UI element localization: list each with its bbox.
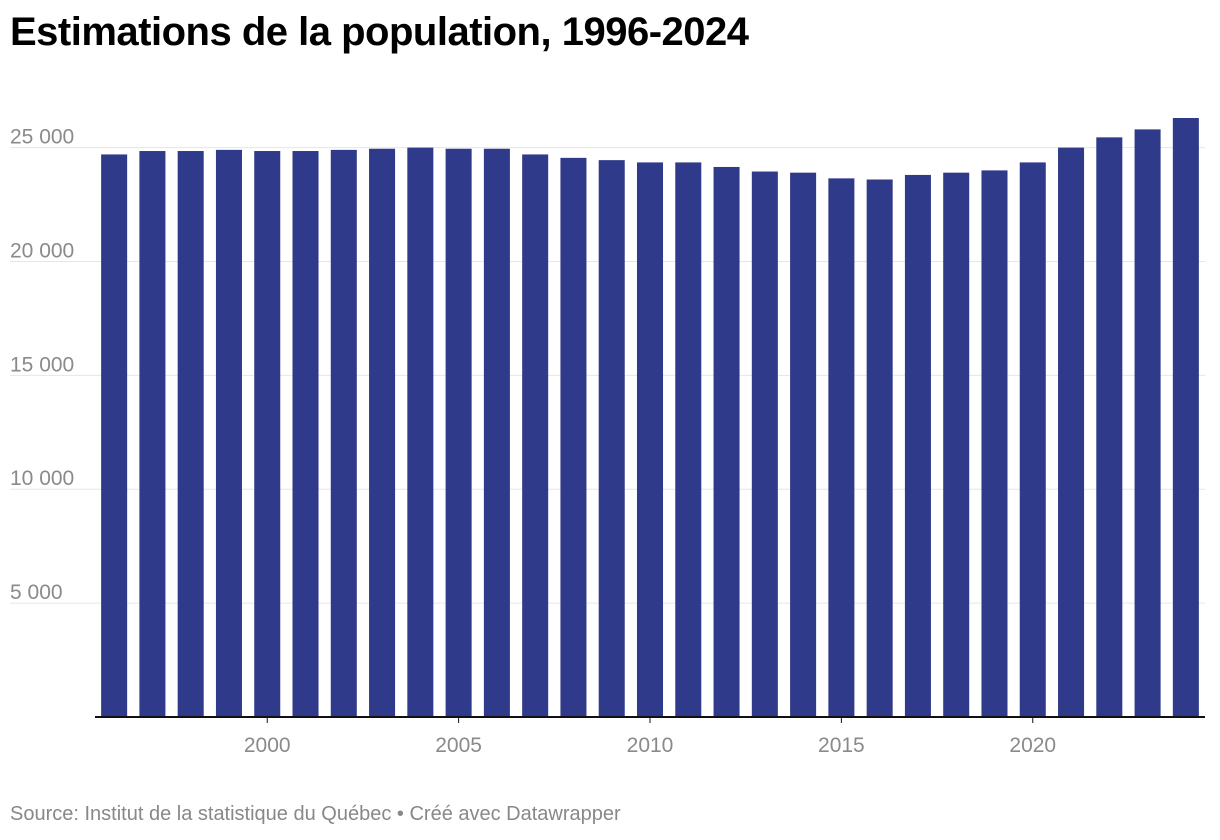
bar-2005[interactable] bbox=[445, 148, 472, 718]
bars bbox=[101, 118, 1199, 718]
bar-2002[interactable] bbox=[330, 149, 357, 717]
bar-2019[interactable] bbox=[981, 170, 1008, 717]
y-tick-label: 10 000 bbox=[10, 467, 74, 490]
bar-2021[interactable] bbox=[1058, 147, 1085, 717]
x-axis-ticks: 2000 2005 2010 2015 2020 bbox=[244, 717, 1056, 757]
bar-2007[interactable] bbox=[522, 154, 549, 718]
source-link[interactable]: Source: Institut de la statistique du Qu… bbox=[10, 803, 392, 825]
chart-title: Estimations de la population, 1996-2024 bbox=[10, 10, 749, 54]
bar-2020[interactable] bbox=[1019, 162, 1046, 718]
x-tick-label: 2005 bbox=[435, 734, 482, 757]
bar-2022[interactable] bbox=[1096, 137, 1123, 717]
datawrapper-credit-link[interactable]: Créé avec Datawrapper bbox=[409, 803, 621, 825]
bar-2003[interactable] bbox=[369, 148, 396, 718]
bar-1998[interactable] bbox=[177, 151, 204, 717]
footer: Source: Institut de la statistique du Qu… bbox=[10, 803, 621, 826]
bar-2017[interactable] bbox=[904, 174, 931, 718]
bar-1999[interactable] bbox=[215, 149, 242, 717]
bar-2011[interactable] bbox=[675, 162, 702, 718]
bar-2016[interactable] bbox=[866, 179, 893, 718]
footer-separator: • bbox=[391, 803, 410, 825]
bar-2009[interactable] bbox=[598, 160, 625, 717]
bar-2014[interactable] bbox=[790, 172, 817, 717]
bar-2010[interactable] bbox=[636, 162, 664, 718]
x-tick-label: 2020 bbox=[1009, 734, 1056, 757]
bar-2006[interactable] bbox=[483, 148, 510, 718]
bar-2000[interactable] bbox=[254, 151, 281, 717]
bar-2012[interactable] bbox=[713, 166, 740, 718]
bar-2024[interactable] bbox=[1172, 118, 1199, 717]
bar-2015[interactable] bbox=[828, 178, 855, 717]
bar-2023[interactable] bbox=[1134, 129, 1161, 718]
y-tick-label: 5 000 bbox=[10, 581, 63, 604]
y-tick-label: 20 000 bbox=[10, 239, 74, 262]
x-tick-label: 2010 bbox=[627, 734, 674, 757]
bar-2018[interactable] bbox=[943, 172, 970, 717]
bar-2013[interactable] bbox=[751, 171, 778, 717]
bar-1996[interactable] bbox=[101, 154, 128, 718]
x-tick-label: 2015 bbox=[818, 734, 865, 757]
bar-2001[interactable] bbox=[292, 151, 319, 717]
bar-1997[interactable] bbox=[139, 151, 166, 717]
y-axis-ticks: 5 000 10 000 15 000 20 000 25 000 bbox=[10, 126, 74, 605]
y-tick-label: 25 000 bbox=[10, 126, 74, 149]
bar-2008[interactable] bbox=[560, 157, 587, 717]
y-tick-label: 15 000 bbox=[10, 353, 74, 376]
bar-2004[interactable] bbox=[407, 147, 434, 717]
x-tick-label: 2000 bbox=[244, 734, 291, 757]
